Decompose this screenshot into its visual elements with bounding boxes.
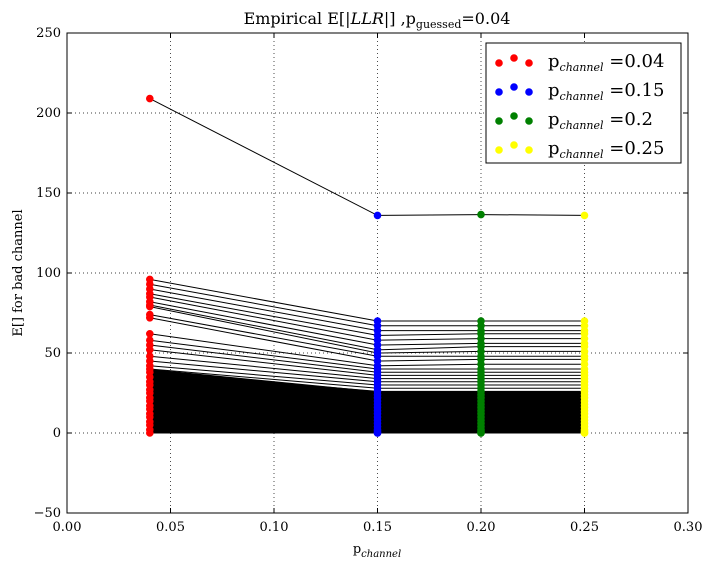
x-tick-label: 0.25 — [570, 520, 599, 535]
y-axis-label: E[] for bad channel — [11, 209, 26, 336]
y-tick-label: −50 — [34, 506, 61, 521]
x-axis-label: pchannel — [353, 542, 401, 560]
trajectory-line — [149, 293, 585, 336]
trajectory-line — [149, 365, 585, 386]
y-tick-label: 50 — [44, 346, 61, 361]
data-point — [146, 330, 154, 338]
legend-marker — [495, 88, 503, 96]
data-point — [146, 429, 154, 437]
trajectory-line — [149, 360, 585, 383]
data-point — [373, 429, 382, 437]
trajectory-line — [149, 416, 585, 428]
trajectory-line — [149, 333, 585, 367]
x-tick-label: 0.30 — [674, 520, 703, 535]
trajectory-line — [149, 349, 585, 376]
y-tick-label: 0 — [53, 426, 61, 441]
legend: pchannel =0.04 pchannel =0.15 pchannel =0.… — [485, 42, 682, 164]
x-tick-label: 0.15 — [363, 520, 392, 535]
data-point — [477, 429, 485, 437]
series-lines — [149, 98, 585, 434]
legend-marker — [510, 112, 518, 120]
trajectory-line — [149, 288, 585, 332]
data-point — [146, 346, 154, 354]
data-points — [146, 94, 589, 437]
data-point — [580, 429, 589, 437]
y-tick-label: 250 — [36, 26, 61, 41]
trajectory-line — [149, 301, 585, 346]
trajectory-line — [149, 371, 585, 392]
legend-label: pchannel =0.15 — [548, 80, 664, 103]
legend-marker — [495, 59, 503, 67]
trajectory-line — [149, 408, 585, 421]
legend-marker — [525, 117, 533, 125]
trajectory-line — [149, 317, 585, 362]
x-tick-label: 0.05 — [156, 520, 185, 535]
chart-title: Empirical E[|LLR|] ,pguessed=0.04 — [244, 9, 511, 31]
trajectory-line — [149, 421, 585, 431]
trajectory-line — [149, 283, 585, 327]
y-tick-label: 100 — [36, 266, 61, 281]
legend-marker — [510, 83, 518, 91]
legend-marker — [510, 54, 518, 62]
data-point — [146, 314, 154, 322]
trajectory-line — [149, 339, 585, 370]
trajectory-line — [149, 304, 585, 351]
trajectory-line — [149, 376, 585, 396]
y-tick-label: 200 — [36, 106, 61, 121]
y-tick-label: 150 — [36, 186, 61, 201]
legend-marker — [495, 117, 503, 125]
legend-label: pchannel =0.2 — [548, 109, 653, 132]
x-tick-label: 0.00 — [53, 520, 82, 535]
legend-marker — [525, 59, 533, 67]
trajectory-line — [149, 405, 585, 418]
trajectory-line — [149, 278, 585, 322]
trajectory-line — [149, 355, 585, 380]
trajectory-line — [149, 98, 585, 216]
data-point — [146, 94, 154, 103]
legend-marker — [525, 88, 533, 96]
trajectory-line — [149, 400, 585, 415]
trajectory-line — [149, 314, 585, 357]
legend-marker — [495, 146, 503, 154]
trajectory-line — [149, 368, 585, 389]
trajectory-line — [149, 424, 585, 432]
x-tick-label: 0.10 — [260, 520, 289, 535]
trajectory-line — [149, 397, 585, 412]
trajectory-line — [149, 306, 585, 354]
trajectory-line — [149, 413, 585, 424]
trajectory-line — [149, 384, 585, 402]
data-point — [373, 211, 382, 220]
trajectory-line — [149, 296, 585, 341]
data-point — [580, 211, 589, 220]
data-point — [477, 210, 485, 219]
legend-label: pchannel =0.25 — [548, 138, 664, 161]
x-tick-label: 0.20 — [467, 520, 496, 535]
legend-box — [485, 42, 682, 164]
data-point — [146, 302, 154, 311]
legend-marker — [510, 141, 518, 149]
trajectory-line — [149, 392, 585, 408]
legend-marker — [525, 146, 533, 154]
axis-ticks: 0.00 0.05 0.10 0.15 0.20 0.25 0.30 −50 0 50 100 150… — [34, 26, 703, 535]
trajectory-line — [149, 344, 585, 373]
trajectory-line — [149, 381, 585, 399]
legend-label: pchannel =0.04 — [548, 51, 664, 74]
trajectory-line — [149, 389, 585, 405]
